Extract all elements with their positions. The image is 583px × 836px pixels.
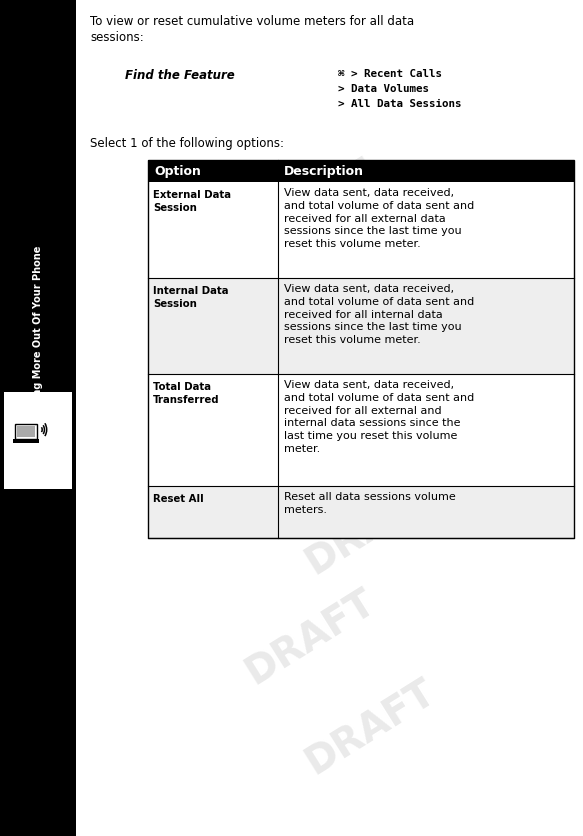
Text: 146: 146 [25,803,51,817]
Text: ⌘ > Recent Calls: ⌘ > Recent Calls [338,69,442,79]
Text: Select 1 of the following options:: Select 1 of the following options: [90,137,284,150]
Bar [148,278,574,375]
Text: Find the Feature: Find the Feature [125,69,235,82]
Bar [16,424,37,439]
Text: > Data Volumes: > Data Volumes [338,84,429,94]
Text: Reset All: Reset All [153,493,203,503]
Text: DRAFT: DRAFT [298,472,442,581]
Text: External Data
Session: External Data Session [153,190,231,212]
Text: View data sent, data received,
and total volume of data sent and
received for al: View data sent, data received, and total… [284,380,474,453]
Text: DRAFT: DRAFT [298,671,442,781]
Text: Internal Data
Session: Internal Data Session [153,286,229,308]
Text: Total Data
Transferred: Total Data Transferred [153,381,220,405]
Text: View data sent, data received,
and total volume of data sent and
received for al: View data sent, data received, and total… [284,283,474,344]
Bar [148,183,574,278]
Bar [148,487,574,538]
Bar [0,0,76,836]
Bar [17,426,36,437]
Text: DRAFT: DRAFT [298,272,442,381]
Text: Getting More Out Of Your Phone: Getting More Out Of Your Phone [33,246,43,423]
Bar [148,375,574,487]
Text: Option: Option [154,166,201,178]
Text: sessions:: sessions: [90,31,144,44]
Bar [13,439,40,443]
Bar [148,161,574,538]
Text: DRAFT: DRAFT [238,372,382,482]
Bar [4,393,72,489]
Text: DRAFT: DRAFT [238,152,382,262]
Bar [148,161,574,183]
Text: View data sent, data received,
and total volume of data sent and
received for al: View data sent, data received, and total… [284,188,474,249]
Text: Reset all data sessions volume
meters.: Reset all data sessions volume meters. [284,492,456,514]
Text: To view or reset cumulative volume meters for all data: To view or reset cumulative volume meter… [90,15,414,28]
Text: DRAFT: DRAFT [238,582,382,691]
Text: Description: Description [284,166,364,178]
Text: > All Data Sessions: > All Data Sessions [338,99,462,109]
